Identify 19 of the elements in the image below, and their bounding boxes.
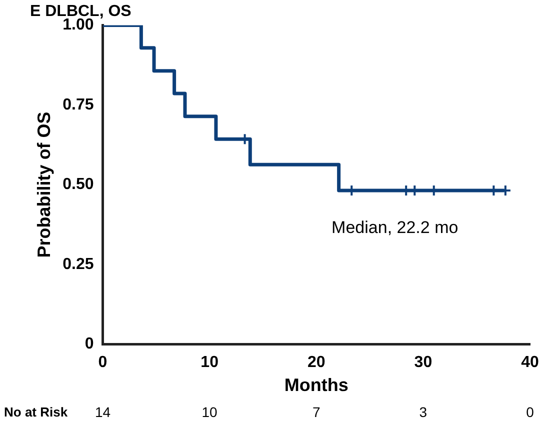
- y-tick-label: 0.25: [62, 256, 94, 273]
- y-tick-label: 1.00: [62, 16, 94, 34]
- x-tick-label: 30: [414, 354, 432, 372]
- text: 14: [94, 404, 111, 420]
- y-tick-label: 0: [84, 336, 94, 353]
- text: No at Risk: [4, 404, 68, 420]
- x-axis-title: Months: [284, 375, 348, 396]
- x-tick-label: 10: [200, 354, 219, 372]
- y-tick-label: 0.75: [62, 96, 94, 114]
- text: 7: [312, 404, 320, 420]
- text: 0: [526, 404, 534, 420]
- text: 3: [419, 404, 428, 420]
- annotation: Median, 22.2 mo: [332, 218, 458, 238]
- text: 10: [202, 404, 218, 420]
- x-tick-label: 0: [98, 354, 108, 372]
- x-tick-label: 20: [307, 354, 326, 372]
- x-tick-label: 40: [521, 354, 539, 372]
- y-axis-title: Probability of OS: [34, 112, 54, 258]
- y-tick-label: 0.50: [62, 176, 94, 194]
